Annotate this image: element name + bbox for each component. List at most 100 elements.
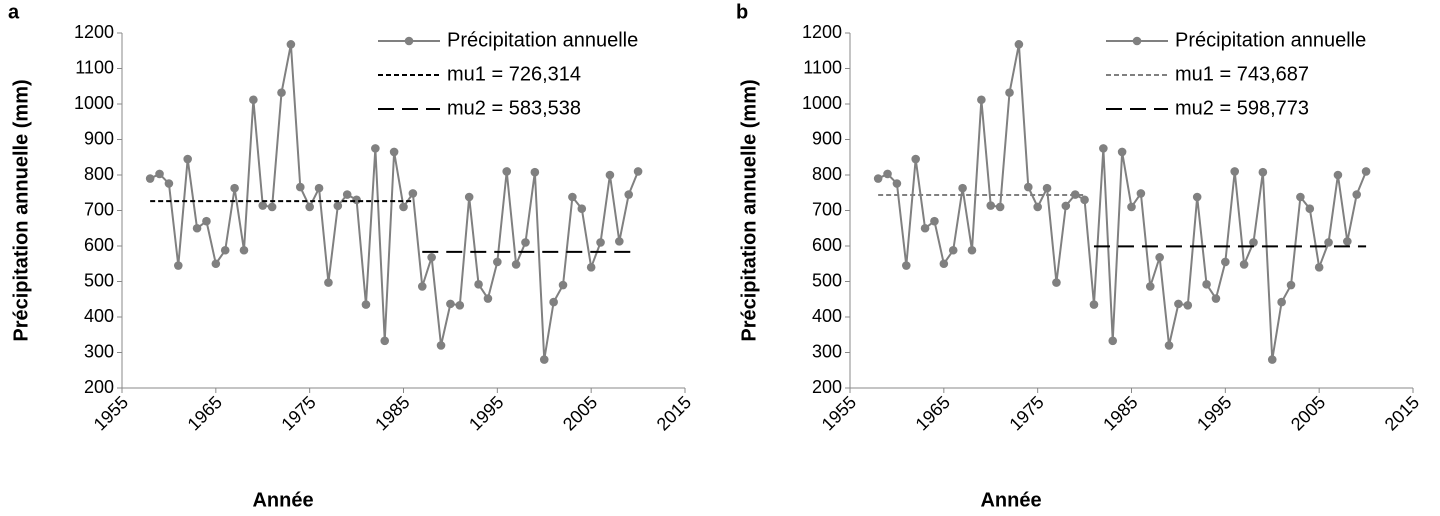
- legend-label: mu1 = 743,687: [1175, 63, 1309, 85]
- x-axis-title: Année: [252, 489, 313, 511]
- data-point: [1080, 195, 1089, 205]
- data-point: [230, 183, 239, 193]
- data-point: [249, 95, 258, 105]
- x-tick-label: 2005: [559, 392, 601, 434]
- data-point: [333, 201, 343, 211]
- data-point: [1174, 299, 1183, 309]
- x-axis-title: Année: [980, 489, 1041, 511]
- data-point: [1145, 282, 1155, 291]
- data-point: [314, 183, 324, 193]
- data-point: [577, 204, 587, 214]
- data-point: [1249, 238, 1258, 247]
- data-point: [549, 297, 558, 307]
- data-point: [1155, 253, 1164, 262]
- series-line: [877, 44, 1368, 360]
- x-tick-label: 1955: [818, 392, 860, 434]
- data-point: [883, 169, 892, 179]
- data-point: [633, 167, 643, 176]
- y-tick-label: 800: [812, 164, 842, 184]
- data-point: [596, 238, 605, 247]
- x-tick-label: 1975: [1005, 392, 1047, 434]
- data-point: [1108, 336, 1118, 346]
- data-point: [873, 174, 883, 183]
- data-point: [1089, 300, 1099, 309]
- x-tick-label: 2015: [653, 392, 695, 434]
- data-point: [211, 259, 221, 269]
- data-point: [521, 238, 530, 247]
- data-point: [502, 167, 512, 176]
- data-point: [455, 300, 465, 310]
- data-point: [483, 294, 493, 303]
- y-tick-label: 200: [812, 377, 842, 397]
- panel-label: b: [736, 1, 748, 23]
- data-point: [464, 192, 474, 202]
- data-point: [1324, 238, 1333, 247]
- x-tick-label: 1975: [277, 392, 319, 434]
- legend-label: mu2 = 598,773: [1175, 97, 1309, 119]
- data-point: [1221, 257, 1230, 267]
- data-point: [1230, 167, 1240, 176]
- data-point: [295, 182, 305, 192]
- data-point: [1023, 182, 1033, 192]
- data-point: [930, 216, 939, 226]
- x-tick-label: 1955: [90, 392, 132, 434]
- data-point: [511, 260, 521, 269]
- data-point: [911, 154, 920, 164]
- y-tick-label: 400: [812, 306, 842, 326]
- x-tick-label: 1985: [371, 392, 413, 434]
- data-point: [920, 223, 930, 233]
- data-point: [1033, 202, 1042, 212]
- data-point: [1258, 167, 1268, 177]
- data-point: [958, 183, 967, 193]
- data-point: [324, 278, 333, 287]
- data-point: [389, 147, 399, 157]
- data-point: [155, 169, 164, 179]
- x-tick-label: 1965: [912, 392, 954, 434]
- data-point: [986, 201, 996, 210]
- data-point: [530, 167, 540, 177]
- data-point: [1164, 341, 1174, 350]
- data-point: [1361, 167, 1371, 176]
- data-point: [192, 223, 202, 233]
- y-axis-title: Précipitation annuelle (mm): [738, 79, 760, 341]
- y-tick-label: 1200: [74, 22, 114, 42]
- data-point: [568, 192, 577, 202]
- data-point: [371, 144, 380, 153]
- data-point: [1277, 297, 1286, 307]
- legend-label: Précipitation annuelle: [447, 29, 638, 51]
- data-point: [342, 190, 352, 199]
- panel-label: a: [8, 1, 20, 23]
- y-tick-label: 900: [84, 128, 114, 148]
- data-point: [1183, 300, 1193, 310]
- y-tick-label: 300: [812, 341, 842, 361]
- data-point: [1296, 192, 1305, 202]
- data-point: [1127, 202, 1136, 212]
- data-point: [1286, 280, 1296, 290]
- data-point: [380, 336, 390, 346]
- y-tick-label: 400: [84, 306, 114, 326]
- x-tick-label: 1995: [1193, 392, 1235, 434]
- data-point: [427, 253, 436, 262]
- y-tick-label: 800: [84, 164, 114, 184]
- legend-marker: [404, 36, 414, 46]
- data-point: [399, 202, 408, 212]
- chart-panel: a 200 300 400 500 600 700 800 900 1000 1100 1200 195…: [8, 1, 695, 511]
- data-point: [1239, 260, 1249, 269]
- data-point: [1211, 294, 1221, 303]
- legend-label: Précipitation annuelle: [1175, 29, 1366, 51]
- y-tick-label: 700: [812, 199, 842, 219]
- data-point: [558, 280, 568, 290]
- data-point: [1314, 263, 1324, 272]
- data-point: [1005, 88, 1014, 97]
- data-point: [305, 202, 314, 212]
- data-point: [220, 245, 230, 255]
- data-point: [352, 195, 361, 205]
- y-tick-label: 500: [84, 270, 114, 290]
- y-tick-label: 600: [84, 235, 114, 255]
- legend-marker: [1132, 36, 1142, 46]
- data-point: [605, 170, 615, 180]
- y-tick-label: 1100: [75, 57, 114, 77]
- data-point: [202, 216, 211, 226]
- chart-panel: b 200 300 400 500 600 700 800 900 1000 1100 1200 195…: [736, 1, 1423, 511]
